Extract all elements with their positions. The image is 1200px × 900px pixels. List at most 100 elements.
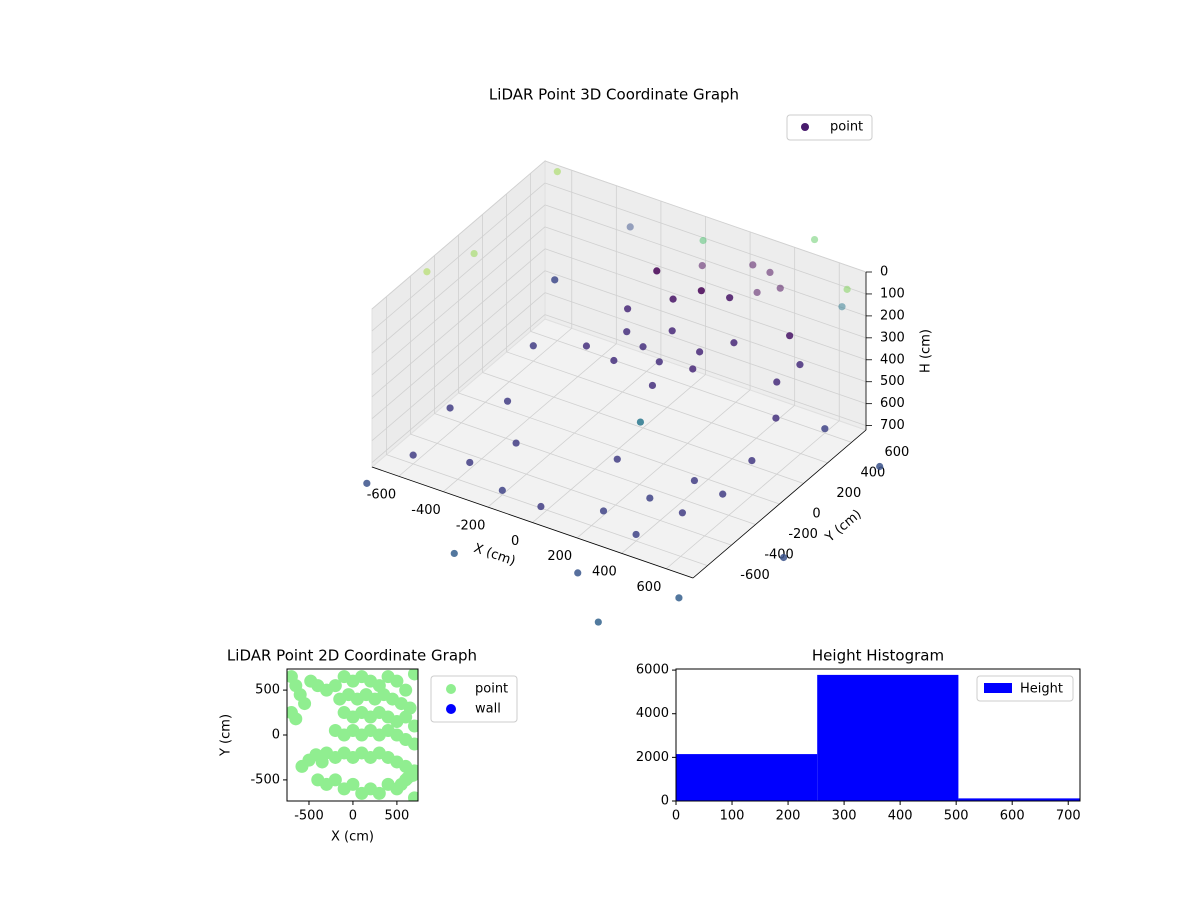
grid-line	[544, 292, 867, 405]
point	[363, 479, 371, 487]
legend-box	[786, 114, 873, 141]
y-tick-label: 500	[255, 683, 280, 698]
point	[697, 287, 705, 295]
point	[810, 235, 819, 244]
point	[372, 786, 386, 800]
y-tick-label: -400	[764, 548, 794, 563]
z-tick-label: 100	[880, 286, 905, 301]
chart-2d: -500 0 500 -500 0 500 X (cm) Y (cm) LiDAR Point …	[219, 647, 518, 845]
grid-line	[482, 372, 804, 484]
point	[470, 249, 478, 258]
point	[678, 509, 687, 517]
point	[730, 339, 738, 347]
point	[753, 288, 761, 297]
point	[574, 569, 582, 577]
point	[655, 358, 663, 366]
point	[553, 168, 561, 176]
legend-label: Height	[1020, 682, 1063, 697]
point	[529, 342, 537, 350]
y-tick-label: 4000	[636, 706, 669, 721]
z-tick-label: 300	[880, 330, 905, 345]
x-tick-label: 100	[720, 809, 745, 824]
x-tick-label: 0	[511, 534, 519, 549]
point	[668, 327, 676, 335]
chart-title: LiDAR Point 3D Coordinate Graph	[489, 86, 739, 104]
point	[409, 451, 417, 459]
grid-line	[544, 226, 867, 339]
plot-area	[676, 674, 1080, 801]
z-tick-label: 600	[880, 396, 905, 411]
y-tick-label: 200	[836, 486, 861, 501]
grid-line	[530, 330, 852, 443]
point	[876, 462, 884, 471]
x-tick-label: 500	[384, 809, 409, 824]
legend-label: wall	[475, 702, 501, 717]
bar	[958, 798, 1080, 801]
point	[690, 476, 699, 485]
y-axis-line	[692, 429, 867, 579]
point	[423, 268, 431, 276]
point	[639, 343, 647, 351]
point	[779, 553, 788, 562]
legend-marker	[446, 684, 456, 694]
grid-line	[544, 160, 867, 273]
legend-marker	[801, 123, 809, 131]
z-tick-label: 0	[880, 265, 888, 280]
point	[394, 777, 408, 791]
point	[594, 618, 602, 626]
grid-line	[544, 204, 867, 317]
point	[636, 418, 645, 426]
point	[653, 267, 661, 275]
point	[786, 332, 794, 340]
point	[796, 361, 804, 369]
legend-label: point	[475, 682, 508, 697]
grid-line	[371, 226, 546, 376]
chart-title: Height Histogram	[812, 647, 944, 665]
point	[466, 458, 474, 467]
y-tick-label: -600	[740, 568, 770, 583]
y-tick-label: 600	[884, 445, 909, 460]
x-tick-label: 400	[888, 809, 913, 824]
z-tick-label: 200	[880, 308, 905, 323]
point	[843, 285, 851, 293]
x-tick-label: -400	[411, 503, 441, 518]
x-tick-label: 700	[1056, 809, 1081, 824]
point	[399, 683, 413, 697]
y-axis-label: Y (cm)	[219, 714, 234, 757]
point	[748, 457, 756, 465]
point	[669, 295, 677, 303]
legend-box	[976, 675, 1074, 702]
point	[632, 530, 640, 539]
point	[390, 674, 404, 688]
z-tick-label: 400	[880, 352, 905, 367]
point	[689, 365, 697, 373]
grid-line	[371, 160, 546, 310]
point	[407, 719, 418, 733]
point	[599, 507, 608, 515]
point	[719, 490, 727, 498]
point	[623, 328, 631, 336]
point	[328, 679, 342, 693]
legend-marker	[446, 704, 456, 714]
point	[766, 268, 774, 277]
legend-marker	[984, 683, 1012, 693]
grid-line	[544, 270, 867, 383]
point	[675, 594, 683, 602]
y-axis-label: Y (cm)	[822, 507, 865, 546]
point	[696, 348, 704, 356]
y-tick-label: -500	[250, 772, 280, 787]
x-tick-label: 500	[944, 809, 969, 824]
point	[626, 223, 634, 231]
x-tick-label: 200	[776, 809, 801, 824]
x-tick-label: 300	[832, 809, 857, 824]
grid-line	[371, 248, 546, 398]
grid-line	[506, 351, 828, 464]
x-tick-label: 200	[547, 549, 572, 564]
grid-line	[371, 270, 546, 420]
point	[698, 262, 706, 270]
x-tick-label: -600	[367, 488, 397, 503]
point	[399, 710, 413, 724]
x-tick-label: 0	[349, 809, 357, 824]
grid-line	[371, 314, 546, 463]
point	[648, 381, 657, 390]
